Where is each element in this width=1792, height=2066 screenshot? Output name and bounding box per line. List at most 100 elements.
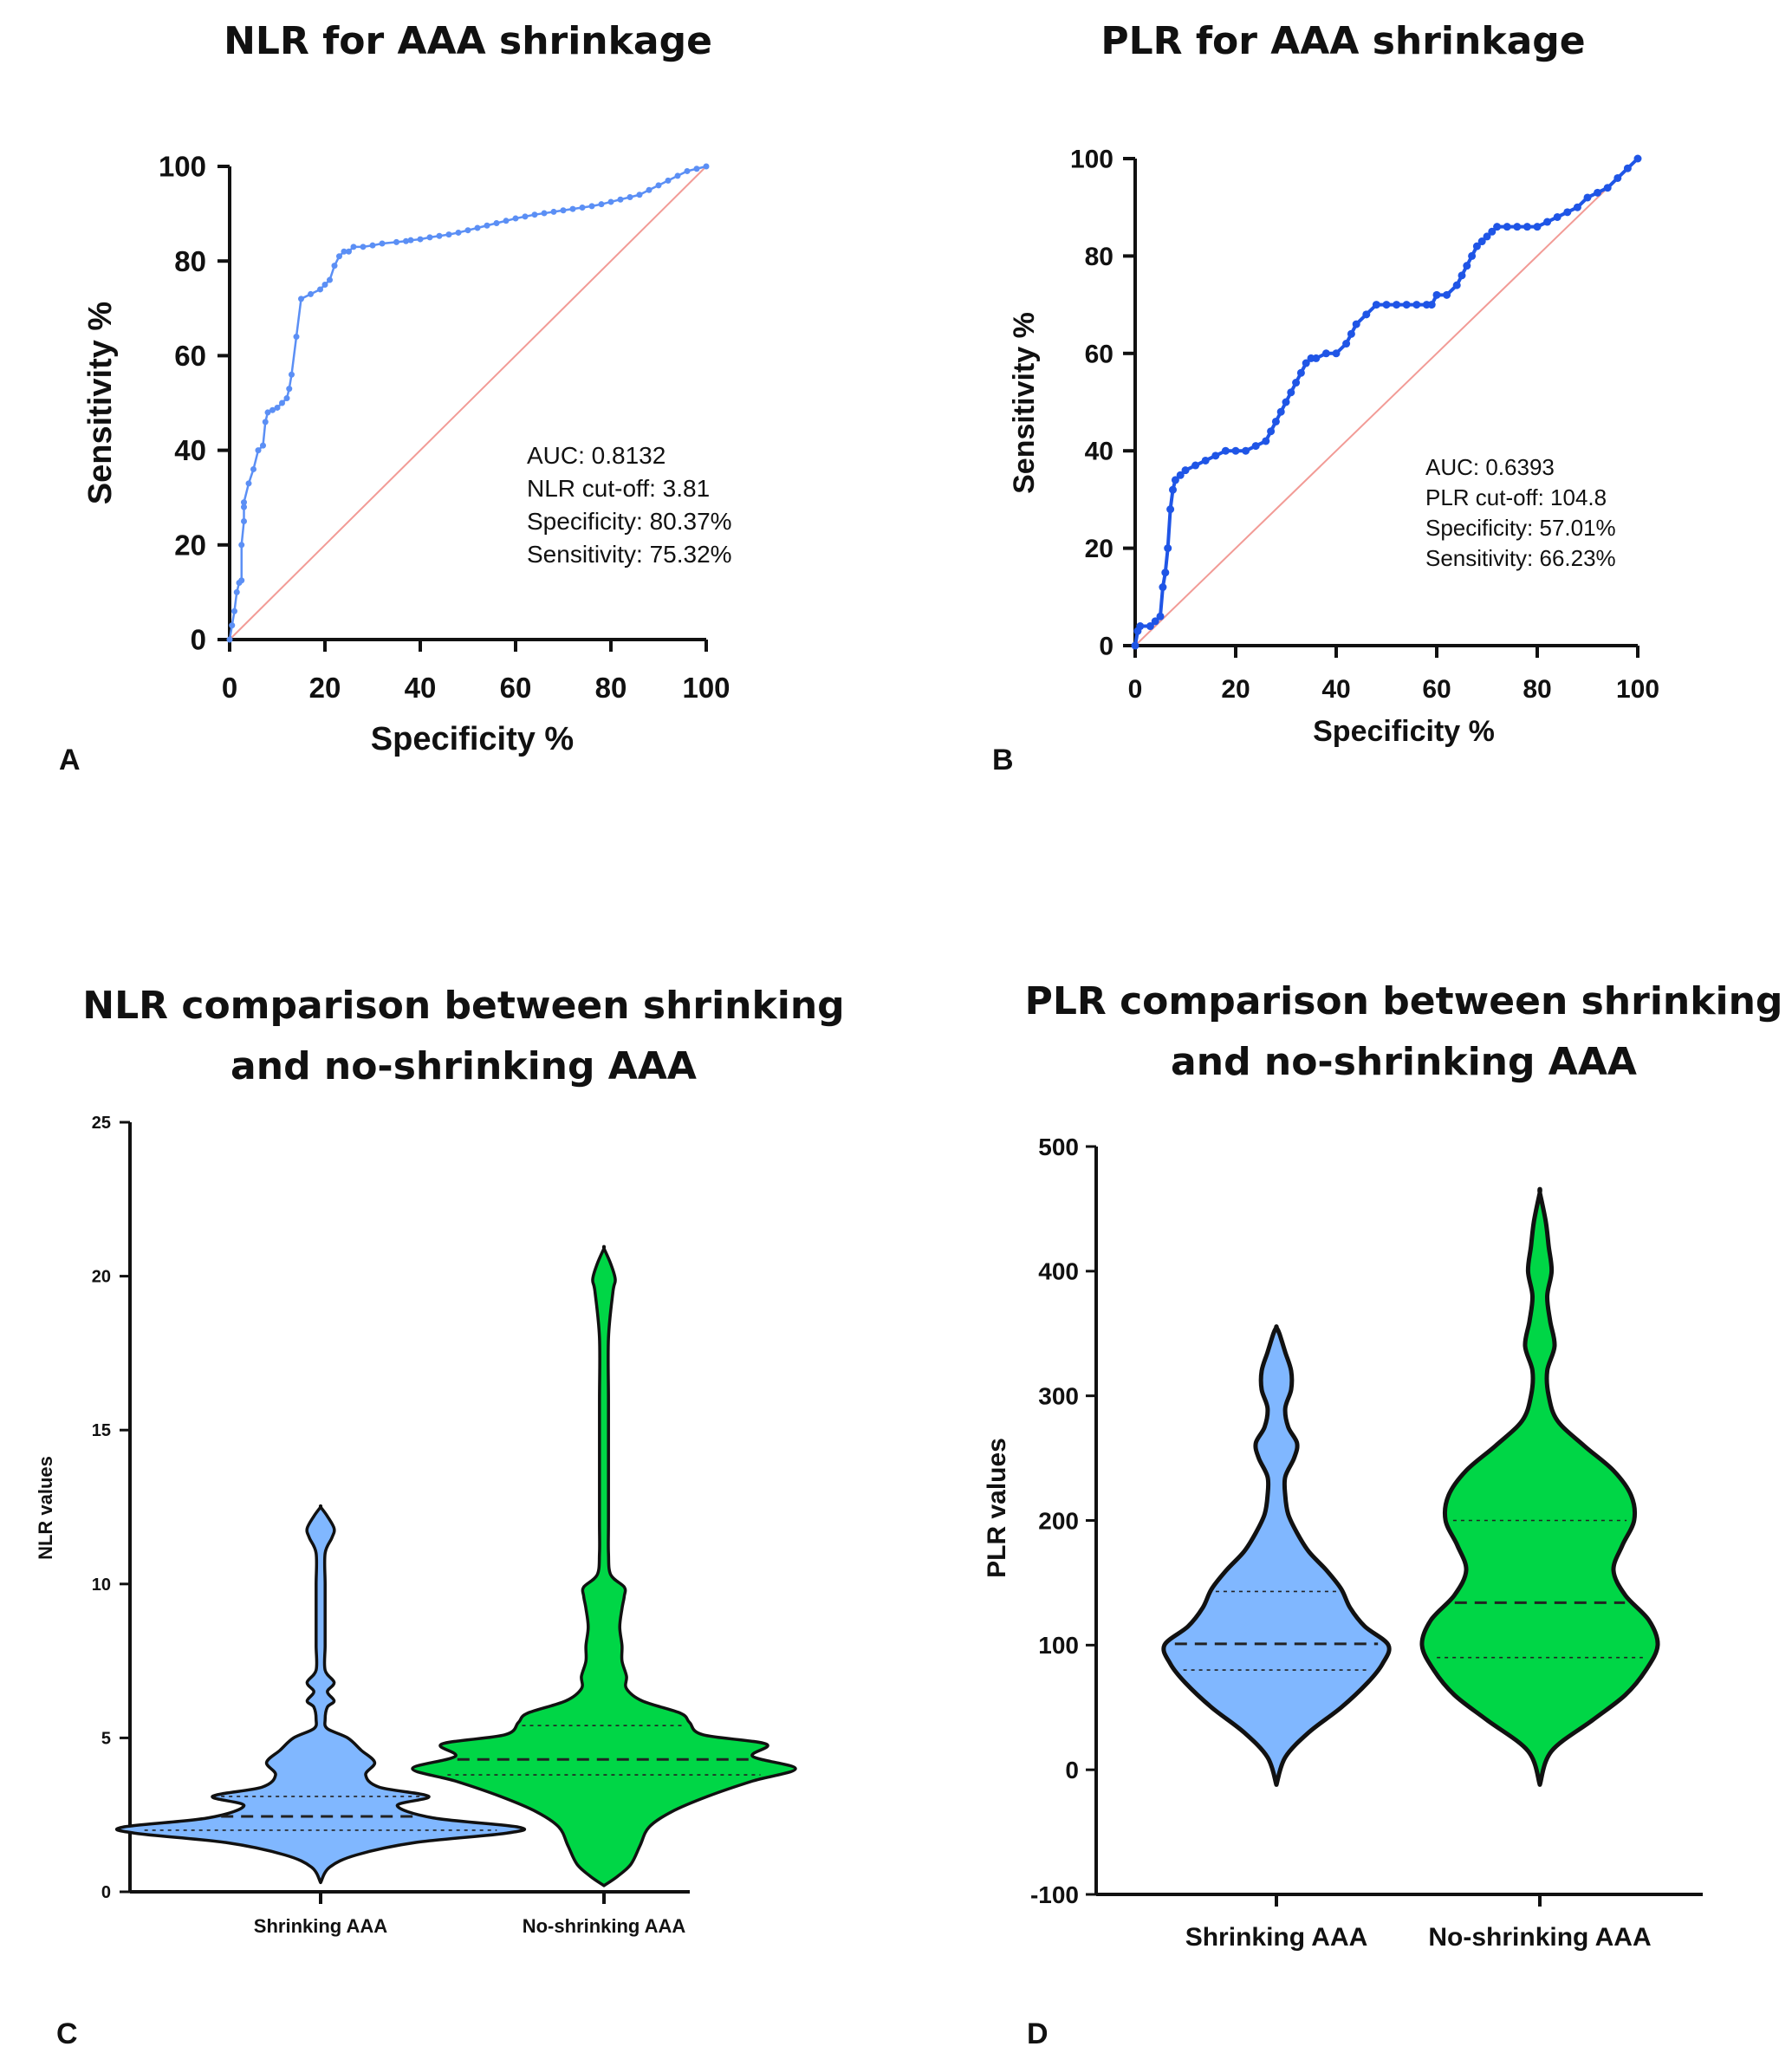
roc-point (1382, 301, 1391, 309)
roc-point (286, 386, 293, 393)
roc-point (289, 371, 295, 378)
roc-point (241, 499, 247, 506)
roc-point (1169, 485, 1177, 494)
chart-title-line-2: and no-shrinking AAA (1171, 1040, 1637, 1084)
roc-point (474, 224, 481, 231)
roc-point (1287, 388, 1295, 397)
roc-point (617, 196, 624, 203)
roc-point (283, 395, 290, 402)
roc-point (503, 218, 510, 224)
roc-point (241, 504, 247, 510)
x-tick-label: 0 (222, 672, 237, 704)
annotation-text: AUC: 0.8132 (527, 442, 666, 469)
y-tick-label: 60 (1085, 340, 1114, 368)
y-tick-label: 10 (92, 1575, 111, 1595)
roc-point (1503, 223, 1511, 231)
x-tick-label: 20 (1221, 675, 1250, 704)
roc-point (1553, 212, 1562, 221)
roc-point (238, 577, 245, 584)
y-tick-label: 0 (1099, 633, 1114, 661)
roc-point (1362, 310, 1371, 319)
roc-point (598, 201, 605, 208)
roc-point (665, 177, 672, 184)
roc-point (226, 636, 233, 643)
roc-point (341, 248, 347, 255)
roc-point (1231, 446, 1240, 455)
panel-label: A (59, 744, 81, 776)
x-tick-label: 60 (500, 672, 532, 704)
y-axis-label: NLR values (35, 1456, 56, 1560)
y-tick-label: 0 (101, 1883, 111, 1902)
roc-point (1211, 452, 1220, 460)
y-tick-label: -100 (1030, 1881, 1079, 1908)
roc-point (360, 244, 367, 250)
x-tick-label: 40 (405, 672, 437, 704)
roc-point (1282, 398, 1290, 406)
roc-point (1267, 427, 1276, 436)
roc-point (1161, 568, 1170, 577)
roc-point (255, 447, 262, 454)
roc-point (1633, 154, 1642, 163)
roc-point (317, 286, 323, 293)
roc-point (493, 220, 500, 227)
roc-point (445, 231, 452, 238)
category-label: Shrinking AAA (1185, 1923, 1368, 1952)
y-tick-label: 100 (1038, 1632, 1079, 1659)
roc-point (1613, 173, 1622, 182)
annotation-text: Specificity: 57.01% (1425, 515, 1616, 541)
roc-point (1594, 188, 1602, 197)
y-tick-label: 200 (1038, 1507, 1079, 1534)
y-tick-label: 20 (92, 1268, 111, 1287)
roc-point (541, 210, 548, 217)
reference-line (229, 166, 707, 640)
category-label: Shrinking AAA (254, 1915, 388, 1937)
roc-point (350, 244, 357, 250)
roc-point (346, 248, 352, 255)
roc-point (241, 518, 247, 524)
roc-point (1242, 446, 1250, 455)
violin-shape (1419, 1186, 1660, 1787)
roc-point (1151, 617, 1159, 626)
roc-point (1262, 437, 1270, 445)
roc-point (1443, 290, 1451, 299)
y-tick-label: 25 (92, 1114, 111, 1133)
y-tick-label: 0 (1065, 1757, 1079, 1783)
annotation-text: NLR cut-off: 3.81 (527, 475, 710, 502)
roc-point (393, 238, 399, 245)
roc-point (655, 182, 662, 189)
roc-panel-A: NLR for AAA shrinkage 0 20 40 60 80 100 0 20 40 60… (59, 19, 732, 776)
annotation-text: Specificity: 80.37% (527, 508, 732, 535)
roc-point (250, 465, 256, 472)
roc-point (245, 480, 252, 487)
roc-point (264, 409, 271, 416)
panel-label: C (56, 2017, 78, 2050)
y-axis-label: Sensitivity % (82, 302, 119, 504)
roc-point (327, 276, 333, 283)
roc-point (369, 242, 376, 249)
y-tick-label: 80 (174, 245, 206, 277)
roc-point (229, 622, 236, 629)
roc-point (1156, 612, 1165, 620)
roc-point (238, 542, 245, 549)
roc-point (260, 442, 266, 449)
roc-point (436, 232, 443, 239)
roc-point (1221, 446, 1230, 455)
roc-point (1458, 271, 1466, 280)
roc-point (1483, 232, 1491, 241)
roc-point (1131, 641, 1139, 650)
roc-point (1452, 281, 1461, 289)
roc-point (1432, 290, 1441, 299)
roc-point (407, 237, 414, 244)
roc-point (1271, 417, 1280, 426)
y-tick-label: 5 (101, 1729, 111, 1748)
x-tick-label: 100 (1616, 675, 1659, 704)
roc-point (588, 203, 595, 210)
roc-point (531, 211, 538, 218)
violin-shape (1161, 1324, 1392, 1787)
roc-point (279, 400, 285, 406)
y-tick-label: 0 (191, 624, 206, 656)
roc-point (1321, 349, 1330, 358)
y-tick-label: 300 (1038, 1382, 1079, 1409)
chart-title-line-2: and no-shrinking AAA (230, 1044, 697, 1088)
x-axis-label: Specificity % (371, 721, 574, 757)
